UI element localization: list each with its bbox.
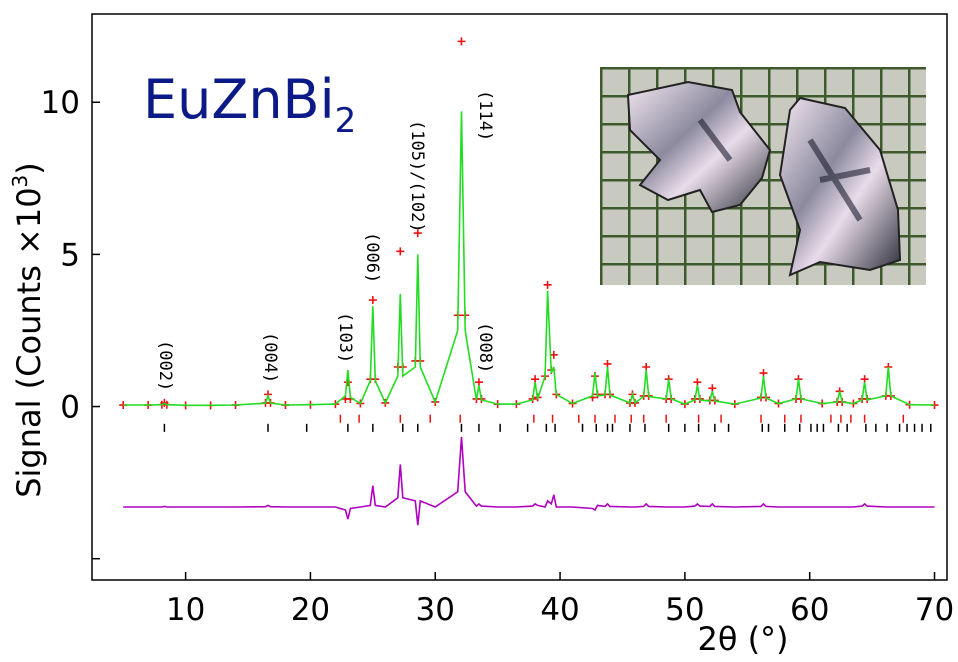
x-axis-label: 2θ (°) [697, 620, 788, 658]
observed-point [531, 375, 540, 384]
observed-point [343, 378, 352, 387]
observed-point [474, 378, 483, 387]
y-label-close: ) [10, 162, 48, 174]
plot-frame [91, 13, 948, 581]
series-line [123, 111, 935, 407]
observed-point [457, 37, 466, 46]
series-line [123, 436, 935, 526]
y-axis-label: Signal (Counts ×103) [8, 162, 48, 498]
y-label-superscript: 3 [8, 175, 32, 188]
observed-point [413, 229, 422, 238]
observed-point [368, 296, 377, 305]
observed-point [603, 359, 612, 368]
y-label-text: Signal (Counts ×10 [10, 187, 48, 497]
observed-point [642, 362, 651, 371]
observed-point [396, 247, 405, 256]
y-tick-label: 10 [41, 85, 80, 121]
observed-point [708, 384, 717, 393]
x-tick-label: 40 [540, 592, 579, 628]
x-tick-label: 60 [790, 592, 829, 628]
peak-label: (103) [335, 312, 355, 363]
x-tick-label: 70 [915, 592, 954, 628]
y-tick-label: 0 [60, 390, 80, 426]
peak-label: (008) [475, 322, 495, 373]
title-subscript: 2 [335, 101, 357, 141]
title-text: EuZnBi [143, 68, 335, 131]
x-tick-label: 50 [665, 592, 704, 628]
inset-photo [600, 67, 926, 285]
x-tick-label: 30 [416, 592, 455, 628]
peak-label: (004) [260, 332, 280, 383]
chart-title: EuZnBi2 [143, 68, 356, 141]
observed-point [860, 375, 869, 384]
observed-point [759, 369, 768, 378]
peak-label: (105)/(102) [407, 120, 427, 233]
x-tick-label: 10 [166, 592, 205, 628]
peak-label: (002) [155, 340, 175, 391]
peak-label: (114) [475, 90, 495, 141]
y-tick-label: 5 [60, 237, 80, 273]
observed-point [543, 280, 552, 289]
x-tick-label: 20 [291, 592, 330, 628]
peak-label: (006) [362, 232, 382, 283]
observed-point [693, 378, 702, 387]
